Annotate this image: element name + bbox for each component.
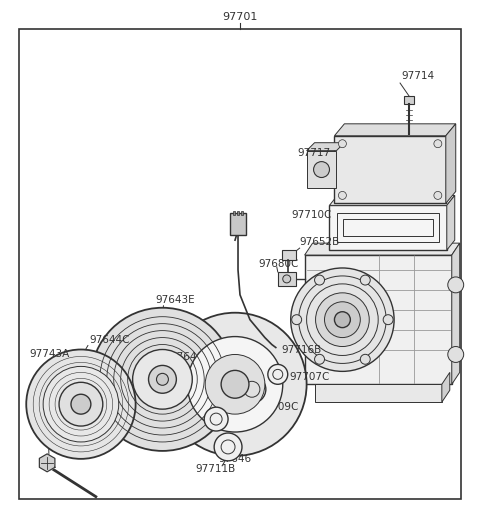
Circle shape	[338, 192, 347, 200]
Circle shape	[324, 302, 360, 337]
Bar	[305, 255, 452, 384]
Circle shape	[313, 162, 329, 177]
Circle shape	[238, 375, 266, 403]
Circle shape	[283, 275, 291, 283]
Text: 97709C: 97709C	[258, 402, 298, 412]
Bar	[233, 211, 235, 215]
Circle shape	[71, 394, 91, 414]
Text: 97716B: 97716B	[282, 344, 322, 354]
Bar	[237, 211, 239, 215]
Text: 97711B: 97711B	[195, 464, 236, 474]
Circle shape	[434, 140, 442, 148]
Circle shape	[314, 354, 324, 364]
Text: 97717: 97717	[298, 148, 331, 158]
Text: 97701: 97701	[222, 13, 258, 22]
Text: 97644C: 97644C	[89, 335, 130, 345]
Text: 97643E: 97643E	[156, 295, 195, 305]
Text: 97710C: 97710C	[292, 210, 332, 220]
Text: 97714: 97714	[401, 71, 434, 81]
Bar	[343, 219, 433, 236]
Circle shape	[383, 315, 393, 325]
Circle shape	[338, 140, 347, 148]
Circle shape	[314, 275, 324, 285]
Circle shape	[434, 192, 442, 200]
Circle shape	[156, 373, 168, 385]
Polygon shape	[447, 195, 455, 250]
Circle shape	[360, 354, 370, 364]
Circle shape	[164, 313, 307, 456]
Bar	[278, 272, 296, 286]
Circle shape	[148, 365, 176, 393]
Text: 97652B: 97652B	[300, 237, 340, 247]
Text: 97646: 97646	[218, 454, 251, 464]
Bar	[230, 213, 246, 235]
Circle shape	[26, 350, 136, 459]
Bar	[337, 213, 439, 242]
Bar	[19, 30, 461, 498]
Polygon shape	[329, 195, 455, 205]
Polygon shape	[335, 124, 456, 136]
Circle shape	[187, 336, 283, 432]
Polygon shape	[446, 124, 456, 203]
Circle shape	[360, 275, 370, 285]
Circle shape	[221, 370, 249, 398]
Polygon shape	[307, 143, 344, 150]
Circle shape	[91, 308, 234, 451]
Polygon shape	[452, 243, 460, 384]
Text: 97743A: 97743A	[29, 350, 70, 360]
Bar	[335, 136, 446, 203]
Bar	[329, 205, 447, 250]
Circle shape	[205, 354, 265, 414]
Bar	[282, 250, 296, 260]
Circle shape	[214, 433, 242, 461]
Circle shape	[292, 315, 301, 325]
Circle shape	[315, 293, 369, 346]
Circle shape	[204, 407, 228, 431]
Circle shape	[43, 366, 119, 442]
Circle shape	[291, 268, 394, 371]
Polygon shape	[442, 372, 450, 402]
Text: 97646C: 97646C	[170, 353, 211, 362]
Bar	[241, 211, 243, 215]
Circle shape	[268, 364, 288, 384]
Text: 97680C: 97680C	[258, 259, 298, 269]
Circle shape	[132, 350, 192, 409]
Polygon shape	[305, 243, 460, 255]
Bar	[307, 150, 336, 188]
Bar	[404, 96, 414, 104]
Circle shape	[59, 382, 103, 426]
Circle shape	[335, 312, 350, 328]
Circle shape	[448, 346, 464, 362]
Bar	[314, 384, 442, 402]
Text: 97707C: 97707C	[290, 372, 330, 382]
Polygon shape	[39, 454, 55, 472]
Circle shape	[448, 277, 464, 293]
